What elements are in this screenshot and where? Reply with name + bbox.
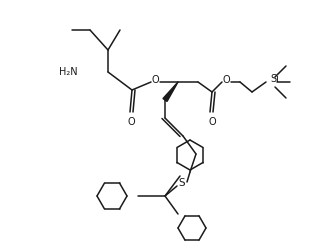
Text: H₂N: H₂N: [59, 67, 78, 77]
Text: S: S: [179, 178, 185, 188]
Text: O: O: [222, 75, 230, 85]
Text: Si: Si: [270, 74, 279, 84]
Text: O: O: [208, 117, 216, 127]
Text: O: O: [127, 117, 135, 127]
Text: O: O: [151, 75, 159, 85]
Polygon shape: [163, 82, 178, 102]
